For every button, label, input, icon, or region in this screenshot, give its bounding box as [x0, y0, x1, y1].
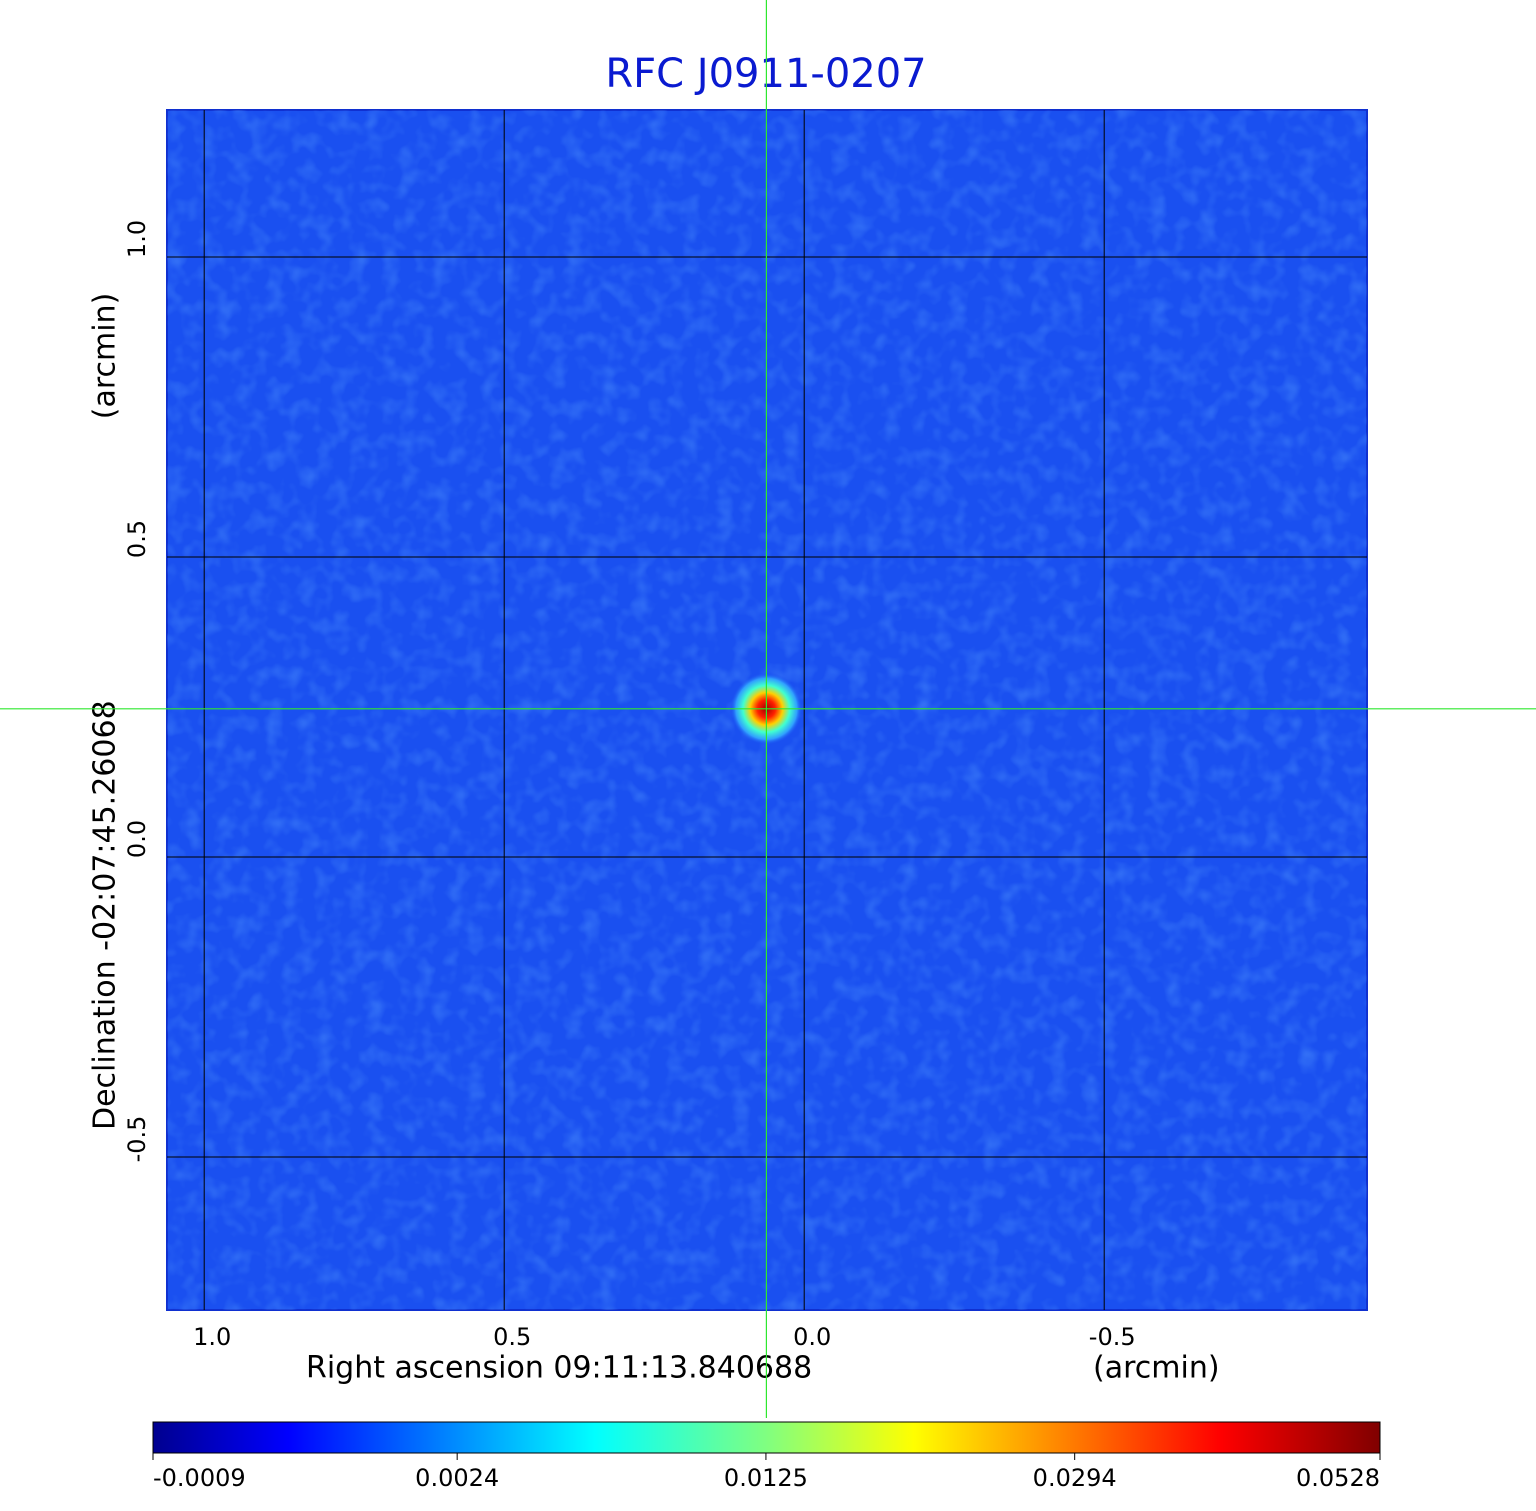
y-tick-label: -0.5: [123, 1116, 151, 1163]
x-tick-label: 0.5: [493, 1323, 531, 1351]
x-tick-label: 1.0: [193, 1323, 231, 1351]
x-tick-label: 0.0: [793, 1323, 831, 1351]
x-axis-unit: (arcmin): [1093, 1351, 1220, 1386]
x-axis-label: Right ascension 09:11:13.840688: [306, 1351, 812, 1386]
colorbar-tick-label: 0.0294: [1033, 1464, 1117, 1492]
y-tick-label: 0.0: [123, 820, 151, 858]
y-axis-label: Declination -02:07:45.26068: [88, 700, 123, 1130]
y-tick-label: 0.5: [123, 520, 151, 558]
y-tick-label: 1.0: [123, 220, 151, 258]
colorbar-tick-label: 0.0528: [1296, 1464, 1380, 1492]
colorbar: [152, 1421, 1381, 1454]
colorbar-tick-label: 0.0125: [724, 1464, 808, 1492]
colorbar-tick-label: 0.0024: [415, 1464, 499, 1492]
colorbar-tick-label: -0.0009: [153, 1464, 246, 1492]
x-tick-label: -0.5: [1089, 1323, 1136, 1351]
y-axis-unit: (arcmin): [88, 293, 123, 420]
